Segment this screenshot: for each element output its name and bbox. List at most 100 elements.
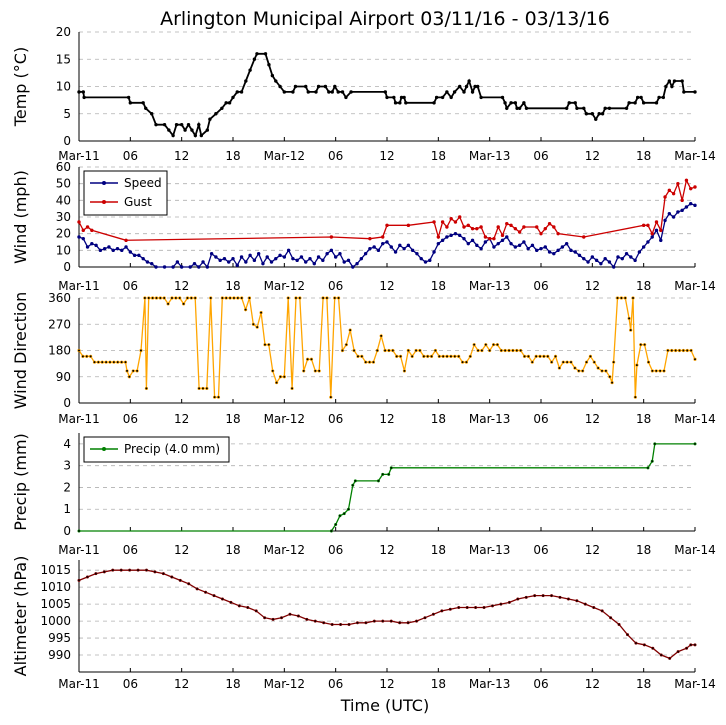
dir-point bbox=[367, 360, 372, 364]
alt-xtick-label: Mar-11 bbox=[58, 677, 99, 691]
alt-xtick-label: Mar-14 bbox=[674, 677, 715, 691]
dir-point bbox=[433, 348, 438, 353]
dir-point bbox=[522, 354, 527, 358]
wind-point bbox=[235, 263, 239, 268]
dir-xtick-label: Mar-14 bbox=[674, 412, 715, 426]
temp-point bbox=[517, 106, 522, 111]
dir-point bbox=[488, 348, 492, 353]
alt-point bbox=[541, 594, 545, 598]
temp-xtick-label: 18 bbox=[431, 149, 446, 163]
wind-point bbox=[124, 238, 128, 243]
wind-point bbox=[470, 238, 475, 243]
dir-point bbox=[170, 296, 174, 300]
wind-point bbox=[269, 260, 274, 264]
temp-point bbox=[682, 90, 686, 94]
alt-point bbox=[634, 641, 638, 645]
alt-series-altimeter bbox=[78, 569, 695, 660]
dir-point bbox=[387, 348, 391, 353]
wind-point bbox=[171, 265, 175, 269]
wind-point bbox=[410, 248, 415, 253]
dir-xtick-label: 06 bbox=[123, 412, 138, 426]
temp-point bbox=[524, 106, 529, 111]
temp-point bbox=[402, 95, 406, 100]
alt-point bbox=[145, 568, 149, 572]
precip-ytick-label: 4 bbox=[63, 437, 71, 451]
alt-point bbox=[490, 604, 494, 608]
temp-point bbox=[167, 128, 171, 132]
temp-panel: 0 5 10 15 20 Mar-11 06 12 18 Mar-12 06 12 18 Mar-13 06… bbox=[11, 25, 716, 163]
temp-xtick-label: Mar-14 bbox=[674, 149, 715, 163]
temp-point bbox=[141, 101, 145, 105]
temp-xtick-label: 06 bbox=[533, 149, 548, 163]
temp-point bbox=[657, 95, 661, 100]
dir-xtick-label: 12 bbox=[585, 412, 600, 426]
wind-point bbox=[381, 235, 385, 239]
wind-point bbox=[684, 205, 689, 209]
alt-xtick-label: 18 bbox=[636, 677, 651, 691]
wind-xtick-label: Mar-13 bbox=[469, 279, 510, 293]
dir-point bbox=[329, 395, 333, 399]
wind-point bbox=[552, 225, 556, 229]
dir-point bbox=[96, 360, 100, 364]
wind-legend-label: Speed bbox=[124, 176, 162, 190]
wind-point bbox=[179, 265, 184, 269]
dir-point bbox=[116, 360, 120, 364]
dir-point bbox=[631, 296, 635, 300]
dir-point bbox=[464, 360, 469, 364]
wind-point bbox=[564, 241, 569, 246]
wind-point bbox=[102, 246, 107, 251]
temp-series-temp bbox=[79, 52, 695, 138]
temp-point bbox=[128, 101, 133, 105]
dir-ytick-label: 360 bbox=[48, 291, 71, 305]
alt-xtick-label: 12 bbox=[174, 677, 189, 691]
alt-point bbox=[161, 572, 165, 576]
dir-point bbox=[209, 296, 213, 300]
dir-ytick-label: 0 bbox=[63, 396, 71, 410]
dir-point bbox=[550, 360, 554, 364]
precip-xtick-label: 06 bbox=[533, 543, 548, 557]
temp-ytick-label: 20 bbox=[56, 25, 71, 39]
temp-point bbox=[603, 106, 607, 111]
temp-point bbox=[291, 90, 295, 94]
wind-point bbox=[107, 245, 111, 249]
temp-point bbox=[470, 90, 475, 94]
alt-xtick-label: 18 bbox=[225, 677, 240, 691]
alt-point bbox=[558, 595, 562, 599]
temp-point bbox=[600, 112, 605, 116]
wind-point bbox=[214, 255, 218, 259]
temp-point bbox=[458, 84, 462, 89]
wind-point bbox=[77, 220, 81, 224]
wind-point bbox=[569, 248, 573, 253]
dir-point bbox=[286, 296, 290, 300]
dir-point bbox=[178, 296, 182, 300]
wind-point bbox=[505, 235, 509, 239]
wind-point bbox=[453, 220, 458, 224]
dir-point bbox=[375, 348, 379, 353]
dir-point bbox=[476, 348, 480, 353]
wind-point bbox=[398, 243, 402, 248]
temp-point bbox=[500, 95, 505, 100]
precip-xtick-label: 18 bbox=[225, 543, 240, 557]
wind-point bbox=[423, 260, 428, 264]
temp-point bbox=[575, 106, 579, 111]
wind-series-gust bbox=[78, 178, 696, 241]
temp-point bbox=[693, 90, 697, 94]
alt-point bbox=[85, 575, 89, 579]
dir-point bbox=[302, 369, 306, 373]
wind-y-axis-label: Wind (mph) bbox=[11, 170, 30, 264]
wind-point bbox=[376, 248, 381, 253]
wind-point bbox=[256, 251, 261, 256]
wind-point bbox=[479, 225, 483, 229]
temp-point bbox=[404, 101, 408, 105]
dir-point bbox=[670, 348, 674, 353]
dir-point bbox=[348, 328, 352, 332]
dir-ytick-label: 180 bbox=[48, 344, 71, 358]
temp-point bbox=[263, 52, 268, 56]
temp-point bbox=[214, 112, 218, 116]
dir-point bbox=[305, 357, 310, 361]
temp-point bbox=[220, 106, 224, 111]
temp-xtick-label: Mar-12 bbox=[264, 149, 305, 163]
dir-point bbox=[309, 357, 314, 361]
alt-point bbox=[465, 606, 469, 610]
